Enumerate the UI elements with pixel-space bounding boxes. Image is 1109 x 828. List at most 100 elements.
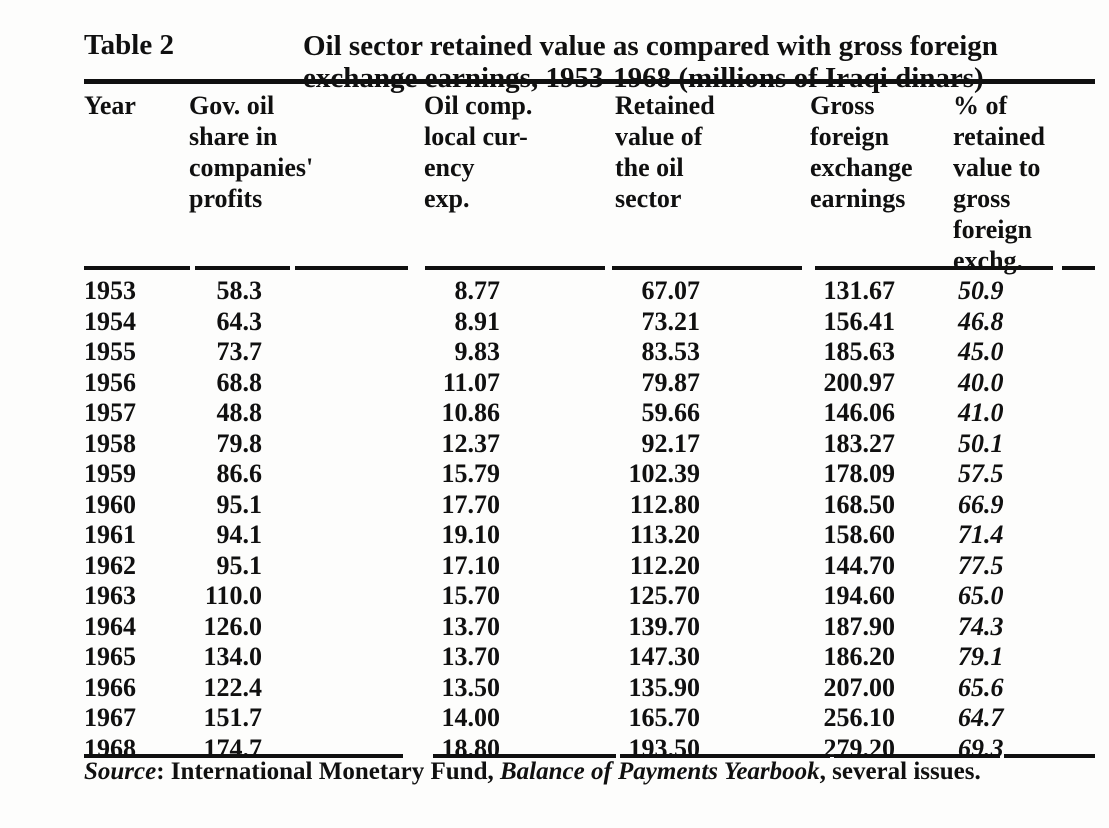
- table-row: 1964 126.0 13.70 139.70 187.90 74.3: [84, 612, 1095, 643]
- value-cell: 66.9: [958, 489, 1004, 519]
- table-row: 1956 68.8 11.07 79.87 200.97 40.0: [84, 368, 1095, 399]
- year-cell: 1959: [84, 459, 136, 488]
- value-cell: 77.5: [958, 550, 1004, 580]
- value-cell: 45.0: [958, 337, 1004, 366]
- table-row: 1958 79.8 12.37 92.17 183.27 50.1: [84, 429, 1095, 460]
- table-row: 1961 94.1 19.10 113.20 158.60 71.4: [84, 520, 1095, 551]
- year-cell: 1956: [84, 367, 136, 397]
- value-cell: 71.4: [958, 520, 1004, 549]
- year-cell: 1954: [84, 306, 136, 336]
- value-cell: 8.77: [454, 276, 501, 305]
- table-title: Oil sector retained value as compared wi…: [303, 30, 998, 94]
- year-cell: 1966: [84, 672, 136, 702]
- value-cell: 41.0: [958, 398, 1004, 427]
- value-cell: 147.30: [628, 642, 701, 671]
- header-rule-segment: [815, 266, 1053, 270]
- value-cell: 19.10: [441, 520, 501, 549]
- value-cell: 79.8: [216, 428, 263, 458]
- value-cell: 59.66: [641, 398, 701, 427]
- value-cell: 146.06: [823, 398, 896, 427]
- value-cell: 95.1: [216, 489, 263, 519]
- value-cell: 165.70: [628, 703, 701, 732]
- table-body: 1953 58.3 8.77 67.07 131.67 50.9 1954 64.3 8.91 7…: [84, 276, 1095, 764]
- value-cell: 67.07: [641, 276, 701, 305]
- value-cell: 11.07: [442, 367, 500, 397]
- bottom-rule-segment: [433, 754, 616, 758]
- value-cell: 64.7: [958, 703, 1004, 732]
- value-cell: 183.27: [823, 428, 896, 458]
- value-cell: 144.70: [823, 550, 896, 580]
- value-cell: 9.83: [454, 337, 501, 366]
- source-mid: : International Monetary Fund,: [156, 758, 500, 785]
- value-cell: 17.70: [441, 489, 501, 519]
- source-note: Source: International Monetary Fund, Bal…: [84, 757, 1084, 787]
- value-cell: 125.70: [628, 581, 701, 610]
- year-cell: 1963: [84, 581, 136, 610]
- value-cell: 13.50: [441, 672, 501, 702]
- value-cell: 83.53: [641, 337, 701, 366]
- value-cell: 50.9: [958, 276, 1004, 305]
- value-cell: 156.41: [823, 306, 896, 336]
- year-cell: 1960: [84, 489, 136, 519]
- value-cell: 48.8: [216, 398, 263, 427]
- value-cell: 135.90: [628, 672, 701, 702]
- value-cell: 185.63: [823, 337, 896, 366]
- value-cell: 65.6: [958, 672, 1004, 702]
- value-cell: 73.7: [216, 337, 263, 366]
- value-cell: 46.8: [958, 306, 1004, 336]
- value-cell: 187.90: [823, 611, 896, 641]
- value-cell: 64.3: [216, 306, 263, 336]
- value-cell: 73.21: [641, 306, 701, 336]
- header-rule-segment: [612, 266, 802, 270]
- year-cell: 1955: [84, 337, 136, 366]
- value-cell: 112.20: [629, 550, 700, 580]
- source-work-title: Balance of Payments Yearbook: [499, 758, 820, 785]
- value-cell: 126.0: [203, 611, 263, 641]
- header-rule-segment: [195, 266, 290, 270]
- value-cell: 131.67: [823, 276, 896, 305]
- value-cell: 50.1: [958, 428, 1004, 458]
- value-cell: 12.37: [441, 428, 501, 458]
- value-cell: 15.70: [441, 581, 501, 610]
- value-cell: 200.97: [823, 367, 896, 397]
- value-cell: 256.10: [823, 703, 896, 732]
- year-cell: 1953: [84, 276, 136, 305]
- value-cell: 13.70: [441, 642, 501, 671]
- value-cell: 112.80: [629, 489, 700, 519]
- year-cell: 1965: [84, 642, 136, 671]
- value-cell: 102.39: [628, 459, 701, 488]
- table-row: 1967 151.7 14.00 165.70 256.10 64.7: [84, 703, 1095, 734]
- table-row: 1957 48.8 10.86 59.66 146.06 41.0: [84, 398, 1095, 429]
- value-cell: 92.17: [641, 428, 701, 458]
- value-cell: 94.1: [216, 520, 263, 549]
- value-cell: 57.5: [958, 459, 1004, 488]
- column-header-retained-value: Retained value of the oil sector: [615, 91, 715, 213]
- table-row: 1966 122.4 13.50 135.90 207.00 65.6: [84, 673, 1095, 704]
- column-header-year: Year: [84, 91, 136, 120]
- value-cell: 8.91: [454, 306, 501, 336]
- column-header-oil-comp-local-exp: Oil comp. local cur- ency exp.: [424, 91, 533, 213]
- value-cell: 139.70: [628, 611, 701, 641]
- value-cell: 10.86: [441, 398, 501, 427]
- year-cell: 1962: [84, 550, 136, 580]
- value-cell: 14.00: [441, 703, 501, 732]
- value-cell: 95.1: [216, 550, 263, 580]
- bottom-rule-segment: [620, 754, 830, 758]
- table-row: 1965 134.0 13.70 147.30 186.20 79.1: [84, 642, 1095, 673]
- column-header-pct-retained: % of retained value to gross foreign exc…: [953, 91, 1045, 275]
- column-header-gross-fx-earnings: Gross foreign exchange earnings: [810, 91, 913, 213]
- header-rule-segment: [425, 266, 605, 270]
- value-cell: 113.20: [629, 520, 700, 549]
- value-cell: 68.8: [216, 367, 263, 397]
- value-cell: 13.70: [441, 611, 501, 641]
- value-cell: 110.0: [204, 581, 262, 610]
- value-cell: 86.6: [216, 459, 263, 488]
- header-rule-segment: [295, 266, 408, 270]
- value-cell: 207.00: [823, 672, 896, 702]
- year-cell: 1958: [84, 428, 136, 458]
- value-cell: 168.50: [823, 489, 896, 519]
- bottom-rule-segment: [834, 754, 1000, 758]
- value-cell: 58.3: [216, 276, 263, 305]
- table-row: 1953 58.3 8.77 67.07 131.67 50.9: [84, 276, 1095, 307]
- bottom-rule-segment: [1004, 754, 1095, 758]
